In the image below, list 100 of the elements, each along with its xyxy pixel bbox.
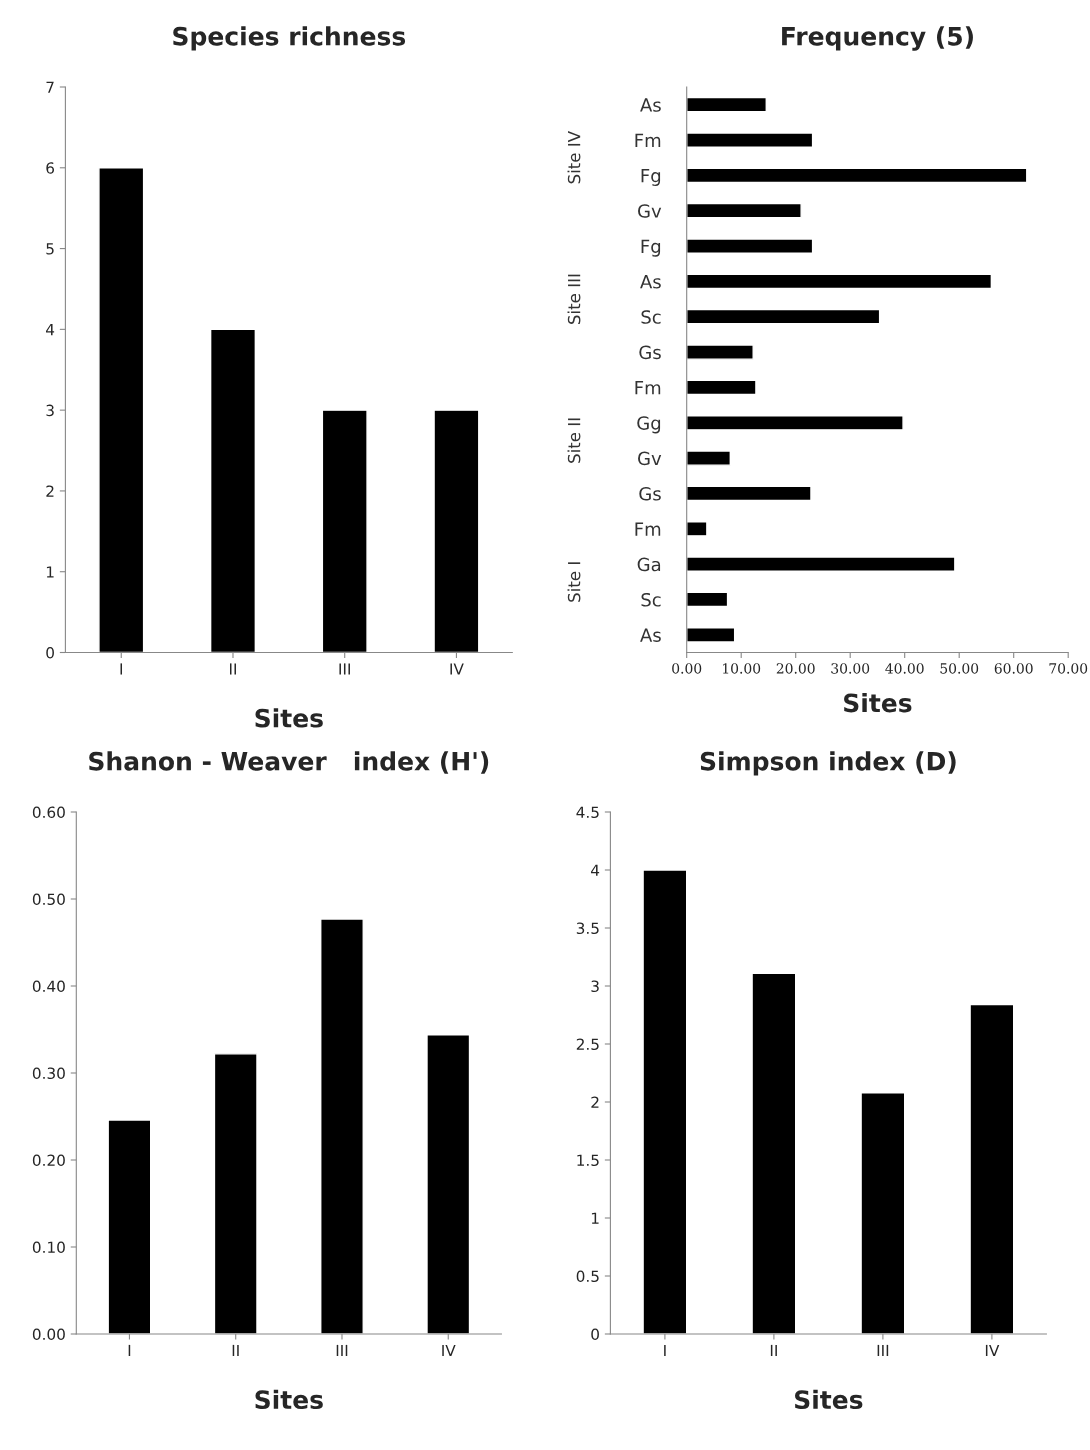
y-tick-label: 0 [46, 646, 54, 659]
bar [321, 409, 368, 653]
y-tick-label: As [640, 628, 661, 642]
y-tick-label: 2.5 [576, 1038, 599, 1051]
bar [686, 379, 757, 396]
bar [107, 1119, 152, 1334]
y-tick-label: 3 [591, 980, 599, 993]
y-tick-label: 0 [591, 1328, 599, 1341]
bar [433, 409, 480, 653]
y-tick-label: 1.5 [577, 1154, 599, 1167]
x-tick-label: III [877, 1344, 889, 1357]
x-tick-label: 60.00 [994, 663, 1033, 674]
y-tick-label: As [640, 98, 661, 112]
y-tick-label: Sc [641, 310, 661, 324]
y-tick-label: 6 [46, 162, 55, 174]
x-tick-label: I [664, 1344, 666, 1357]
bar [686, 273, 993, 290]
y-tick-label: Gv [638, 204, 662, 218]
bar [98, 167, 145, 653]
y-tick-label: 4 [46, 324, 55, 336]
x-tick-label: IV [442, 1344, 456, 1357]
x-tick-label: 70.00 [1049, 663, 1088, 674]
y-tick-label: Gs [639, 345, 661, 360]
text: Site IV [567, 131, 581, 184]
bar [686, 202, 802, 219]
y-tick-label: 0.10 [32, 1241, 65, 1254]
y-tick-label: Sc [641, 592, 661, 607]
y-tick-label: 1 [591, 1212, 599, 1224]
x-tick-label: I [120, 663, 123, 675]
y-tick-label: 3 [46, 404, 54, 417]
chart-title: Frequency (5) [782, 26, 973, 51]
y-tick-label: 0.5 [576, 1270, 599, 1283]
y-tick-label: 3.5 [576, 922, 599, 935]
y-tick-label: Gs [639, 486, 661, 501]
y-tick-label: 2 [591, 1096, 599, 1108]
bar [686, 308, 881, 325]
y-tick-label: 1 [46, 566, 54, 578]
y-tick-label: 4.5 [576, 806, 599, 819]
y-tick-label: 0.50 [32, 893, 65, 906]
y-tick-label: Ga [637, 557, 661, 572]
bar [686, 521, 708, 537]
bar [686, 415, 904, 431]
y-tick-label: 4 [591, 864, 600, 876]
x-tick-label: I [128, 1344, 131, 1357]
bar [213, 1053, 258, 1334]
chart-title: Simpson index (D) [700, 751, 956, 776]
y-tick-label: 7 [46, 81, 54, 93]
x-tick-label: III [336, 1344, 348, 1357]
y-tick-label: 0.60 [32, 806, 65, 819]
x-tick-label: II [229, 663, 236, 675]
y-tick-label: 0.30 [32, 1067, 65, 1080]
y-tick-label: 5 [46, 243, 54, 255]
x-tick-label: II [232, 1344, 239, 1357]
y-tick-label: Fm [635, 381, 661, 395]
bar [686, 96, 767, 113]
y-tick-label: 0.40 [32, 980, 65, 993]
y-tick-label: 0.00 [32, 1328, 65, 1341]
bar [686, 591, 729, 608]
x-tick-label: 0.00 [672, 663, 702, 674]
x-tick-label: 40.00 [885, 663, 924, 674]
bar [426, 1034, 471, 1334]
bar [686, 627, 736, 643]
y-tick-label: Fm [635, 522, 661, 536]
y-tick-label: 0.20 [32, 1154, 65, 1167]
y-tick-label: Gv [638, 451, 662, 466]
text: Site III [567, 274, 581, 324]
y-tick-label: 2 [46, 485, 54, 497]
y-tick-label: Gg [637, 416, 661, 434]
bar [320, 918, 364, 1334]
text: Site II [567, 418, 581, 463]
bar [686, 238, 814, 254]
bar [860, 1092, 906, 1334]
x-tick-label: IV [450, 663, 464, 675]
x-axis-title: Sites [255, 1389, 323, 1410]
bar [686, 556, 956, 572]
bar [642, 869, 688, 1334]
y-tick-label: Fg [641, 239, 661, 257]
bar [686, 485, 812, 502]
x-tick-label: IV [985, 1344, 1000, 1357]
chart-title: Species richness [173, 26, 406, 51]
bar [686, 167, 1028, 184]
bar [209, 328, 257, 653]
x-tick-label: III [339, 663, 350, 675]
x-tick-label: 20.00 [776, 663, 815, 674]
x-axis-title: Sites [795, 1389, 863, 1410]
x-tick-label: 50.00 [940, 663, 979, 674]
y-tick-label: Fg [641, 169, 661, 186]
text: Site I [567, 562, 581, 602]
y-tick-label: Fm [635, 133, 661, 147]
bar [686, 132, 814, 148]
x-tick-label: 10.00 [723, 663, 761, 674]
chart-title: Shanon - Weaver index (H') [89, 751, 489, 774]
x-tick-label: II [770, 1344, 777, 1357]
bar [751, 972, 797, 1334]
x-axis-title: Sites [255, 708, 323, 728]
y-tick-label: As [640, 275, 661, 289]
bar [686, 344, 754, 360]
x-axis-title: Sites [844, 693, 912, 713]
bar [686, 450, 731, 466]
bar [969, 1003, 1015, 1334]
